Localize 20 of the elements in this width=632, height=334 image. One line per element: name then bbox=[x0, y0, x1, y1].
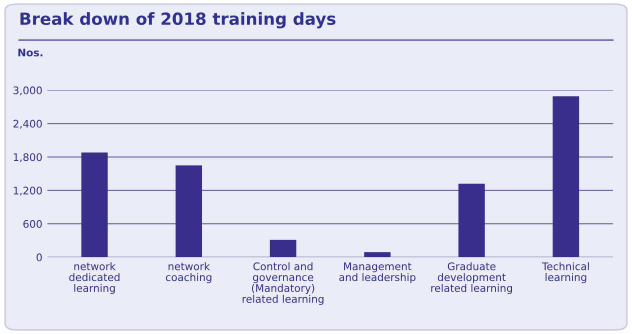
y-tick-label: 3,000 bbox=[14, 86, 42, 96]
x-tick-label: Control and governance (Mandatory) related learning bbox=[242, 262, 324, 305]
chart-title: Break down of 2018 training days bbox=[20, 12, 336, 28]
x-tick-label: Management and leadership bbox=[339, 262, 416, 284]
y-tick-label: 600 bbox=[23, 220, 42, 228]
bar bbox=[176, 165, 202, 258]
bar bbox=[552, 96, 580, 258]
bar bbox=[270, 240, 296, 258]
x-tick-label: Technical learning bbox=[542, 262, 589, 284]
bar bbox=[81, 152, 108, 258]
bar bbox=[458, 184, 485, 258]
y-tick-label: 1,800 bbox=[14, 153, 42, 162]
y-tick-label: 0 bbox=[36, 253, 42, 262]
y-tick-label: 2,400 bbox=[13, 120, 42, 129]
x-tick-label: network coaching bbox=[166, 262, 212, 284]
y-axis-title: Nos. bbox=[18, 48, 42, 56]
y-tick-label: 1,200 bbox=[14, 186, 42, 196]
x-tick-label: network dedicated learning bbox=[69, 262, 120, 294]
x-tick-label: Graduate development related learning bbox=[431, 262, 512, 294]
bar bbox=[364, 252, 391, 258]
